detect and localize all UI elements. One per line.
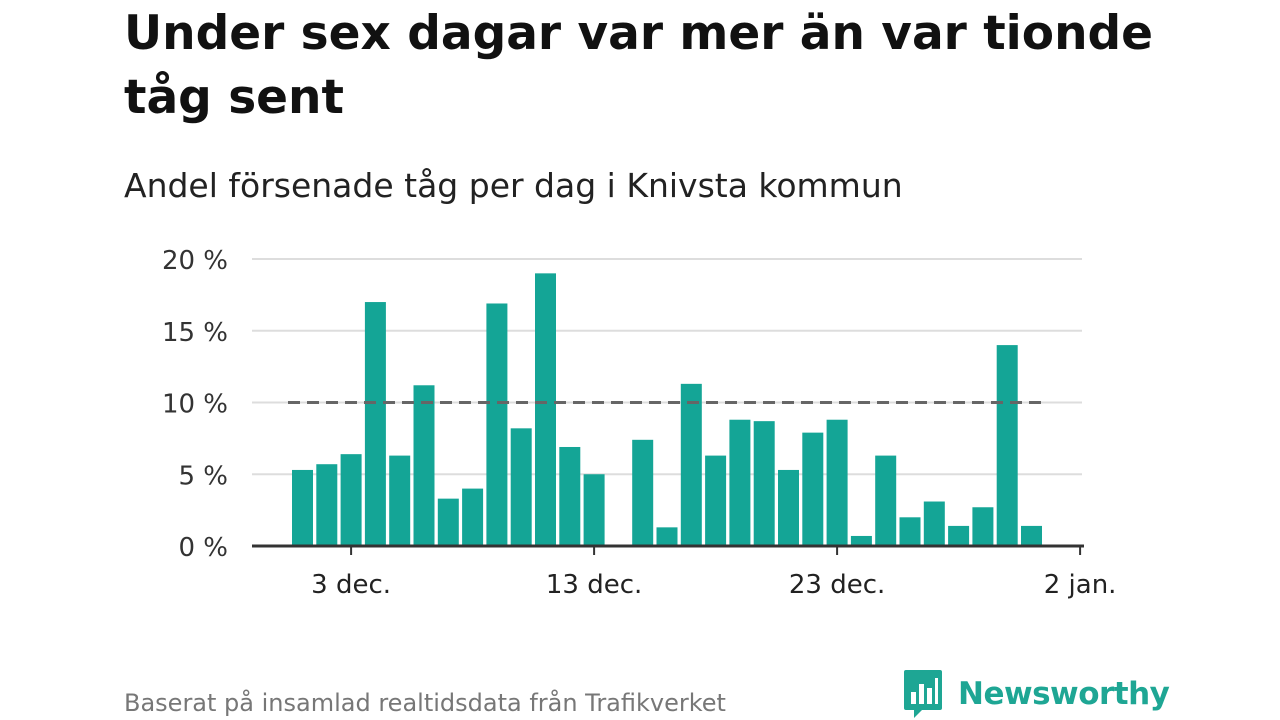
y-tick-label: 10 % — [162, 390, 228, 420]
x-axis — [252, 544, 1084, 555]
bar-chart: 0 % 5 % 10 % 15 % 20 % 3 dec. 13 dec. 23 dec. 2… — [162, 246, 1117, 600]
bar — [656, 527, 678, 546]
x-tick-label: 3 dec. — [311, 570, 391, 600]
bar — [583, 474, 605, 546]
bar — [948, 525, 970, 546]
source-note: Baserat på insamlad realtidsdata från Tr… — [124, 689, 726, 717]
bar — [535, 273, 556, 546]
bar — [510, 428, 532, 546]
bar — [802, 432, 824, 546]
y-tick-label: 20 % — [162, 246, 228, 276]
brand-logo: Newsworthy — [902, 668, 1170, 720]
bar — [462, 488, 484, 546]
bar — [899, 517, 921, 546]
bar — [729, 419, 751, 546]
bar — [413, 385, 435, 546]
bar — [875, 455, 897, 546]
brand-name: Newsworthy — [958, 676, 1170, 712]
bar — [486, 303, 508, 546]
bar — [680, 383, 702, 546]
bar — [923, 501, 945, 546]
bar — [972, 507, 994, 546]
bar — [437, 498, 459, 546]
bar — [316, 464, 338, 546]
x-tick-label: 23 dec. — [789, 570, 885, 600]
bar — [1021, 525, 1042, 546]
bar — [753, 421, 775, 546]
bar — [826, 419, 848, 546]
x-tick-label: 2 jan. — [1044, 570, 1117, 600]
bar — [778, 469, 799, 546]
bar — [292, 469, 313, 546]
bar-chart-bubble-icon — [904, 670, 942, 718]
chart-subtitle: Andel försenade tåg per dag i Knivsta ko… — [124, 166, 903, 205]
bar — [850, 535, 872, 546]
y-tick-label: 5 % — [178, 461, 228, 491]
bar — [389, 455, 411, 546]
bar — [705, 455, 727, 546]
x-tick-label: 13 dec. — [546, 570, 642, 600]
bar — [632, 439, 654, 546]
bars — [292, 273, 1042, 546]
y-tick-label: 0 % — [178, 533, 228, 563]
bar — [364, 302, 386, 546]
x-axis-labels: 3 dec. 13 dec. 23 dec. 2 jan. — [311, 570, 1116, 600]
y-tick-label: 15 % — [162, 318, 228, 348]
bar — [340, 454, 362, 546]
bar — [559, 446, 581, 546]
chart-title: Under sex dagar var mer än var tionde tå… — [124, 6, 1154, 125]
bar — [996, 345, 1018, 546]
y-axis-labels: 0 % 5 % 10 % 15 % 20 % — [162, 246, 228, 563]
